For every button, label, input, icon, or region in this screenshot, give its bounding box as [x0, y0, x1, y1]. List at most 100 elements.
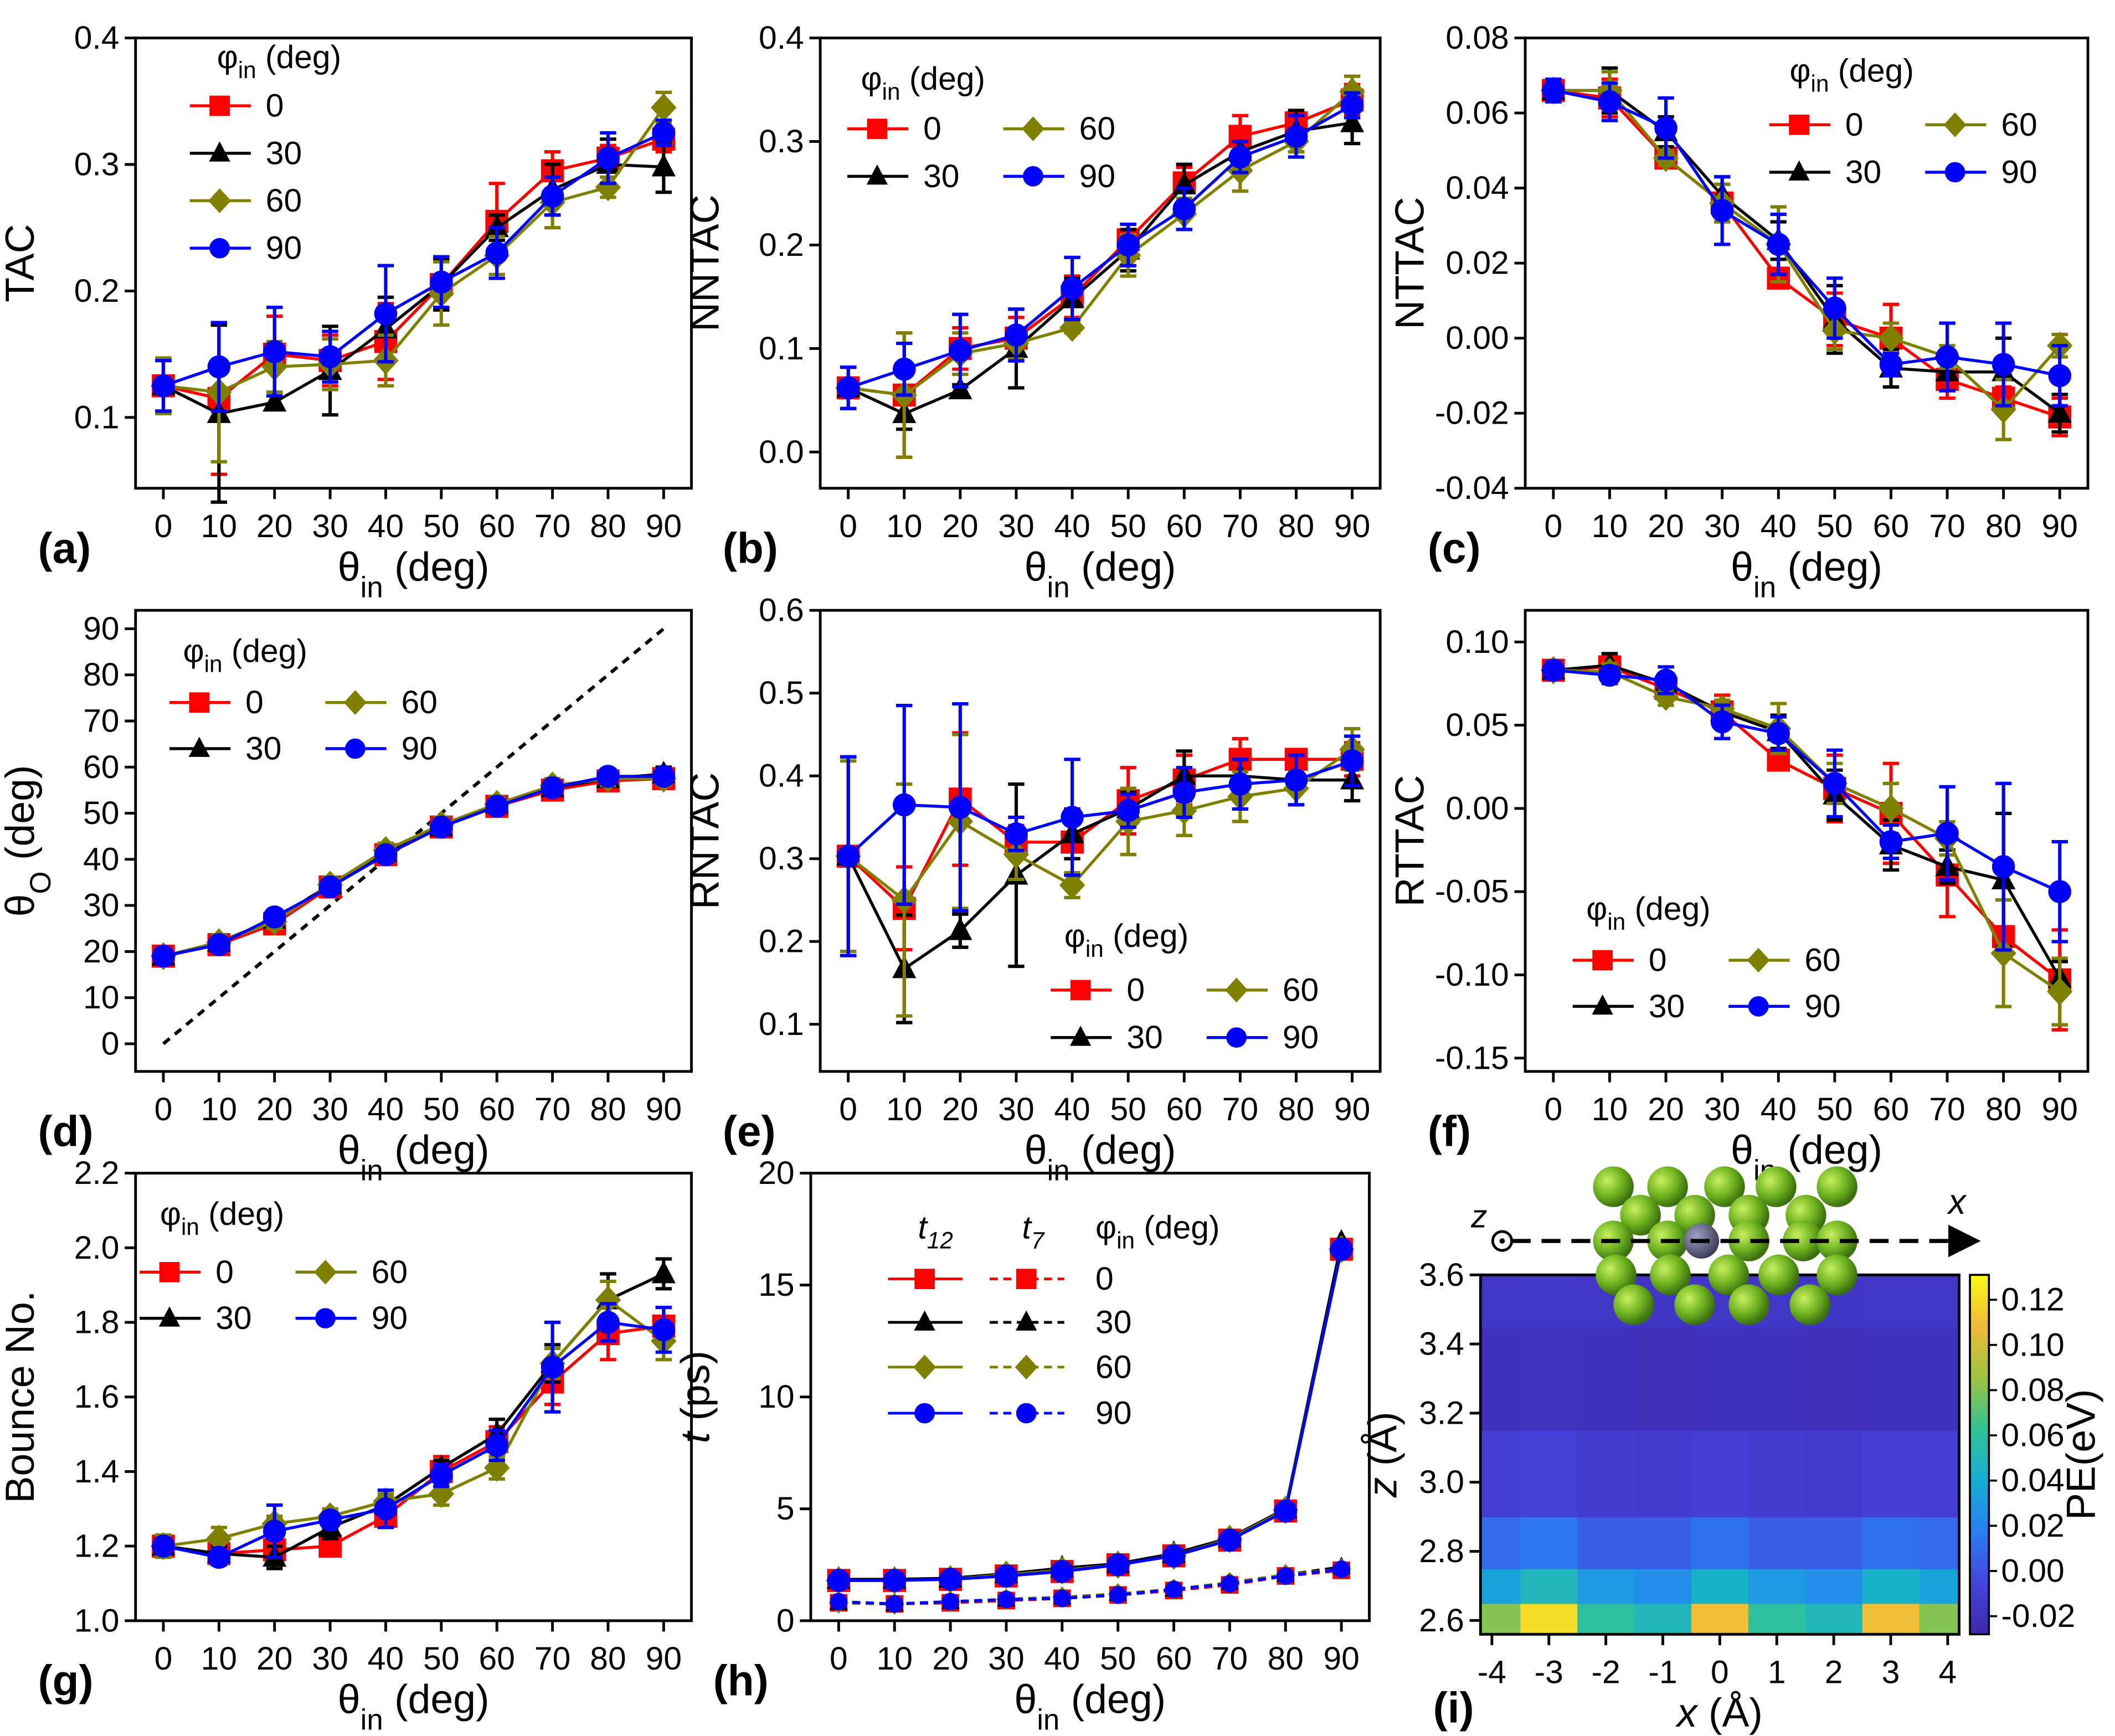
- y-tick-label: 2.6: [1419, 1603, 1464, 1639]
- y-tick-label: 20: [83, 934, 119, 970]
- marker: [2047, 977, 2073, 1006]
- x-tick-label: 70: [1929, 1091, 1965, 1127]
- x-tick-label: 80: [590, 1091, 626, 1127]
- legend-label: 90: [1095, 1395, 1131, 1431]
- marker: [314, 1259, 337, 1285]
- y-tick-label: 0.02: [1445, 245, 1509, 281]
- y-tick-label: 60: [83, 749, 119, 785]
- x-tick-label: 4: [1939, 1654, 1957, 1690]
- marker: [374, 1497, 398, 1521]
- y-tick-label: 0.08: [1445, 20, 1509, 56]
- marker: [430, 270, 453, 294]
- plot-frame: [819, 609, 1382, 1073]
- marker: [1879, 353, 1903, 376]
- heat-cell: [1577, 1603, 1635, 1635]
- marker: [1284, 768, 1308, 792]
- y-tick-label: 2.0: [74, 1230, 120, 1266]
- x-tick-label: 70: [1212, 1641, 1248, 1677]
- y-axis-label: TAC: [0, 224, 43, 302]
- legend-label: 90: [402, 730, 438, 766]
- marker: [652, 765, 676, 788]
- x-axis-label: θin (deg): [1025, 1127, 1176, 1187]
- marker: [1767, 233, 1790, 256]
- x-tick-label: 90: [646, 1641, 682, 1677]
- y-tick-label: 1.0: [74, 1603, 120, 1639]
- y-tick-label: 80: [83, 657, 119, 693]
- text-part: φ: [1064, 918, 1085, 954]
- legend-label: 90: [1079, 158, 1115, 194]
- text-part: t: [1022, 1209, 1033, 1245]
- x-tick-label: 2: [1825, 1654, 1843, 1690]
- legend-title: φin (deg): [1789, 53, 1913, 97]
- x-tick-label: 0: [830, 1641, 848, 1677]
- marker: [207, 933, 231, 956]
- x-tick-label: 3: [1882, 1654, 1900, 1690]
- x-tick-label: 50: [1816, 1091, 1852, 1127]
- text-part: in: [1607, 909, 1625, 935]
- x-tick-label: 70: [534, 1091, 570, 1127]
- text-part: RTTAC: [1387, 775, 1432, 906]
- legend-label: 90: [1804, 988, 1840, 1024]
- y-axis-label: RNTAC: [682, 772, 727, 910]
- x-tick-label: -2: [1592, 1654, 1620, 1690]
- plot-frame: [1524, 609, 2090, 1073]
- y-tick-label: 0.06: [1445, 95, 1509, 131]
- heat-cell: [1577, 1430, 1635, 1518]
- panel-label: (c): [1428, 523, 1481, 572]
- legend-label: 0: [1095, 1261, 1114, 1297]
- atom: [1674, 1284, 1715, 1325]
- marker: [651, 93, 677, 122]
- heat-cell: [1919, 1568, 1960, 1604]
- heat-cell: [1805, 1430, 1863, 1518]
- x-axis-label: θin (deg): [1014, 1676, 1166, 1736]
- marker: [1340, 94, 1364, 117]
- y-tick-label: -0.15: [1435, 1040, 1509, 1076]
- x-tick-label: 70: [1222, 508, 1258, 544]
- x-tick-label: 10: [1592, 1091, 1628, 1127]
- heat-cell: [1577, 1568, 1635, 1604]
- marker: [1059, 313, 1085, 342]
- marker: [1340, 109, 1365, 132]
- marker: [152, 1534, 175, 1558]
- y-tick-label: -0.02: [1435, 395, 1509, 431]
- series-line: [838, 1569, 1342, 1606]
- y-tick-label: 0.1: [759, 331, 804, 367]
- x-tick-label: 90: [2042, 1091, 2078, 1127]
- marker: [374, 843, 398, 867]
- diagonal-reference: [162, 627, 665, 1045]
- x-tick-label: 20: [942, 1091, 978, 1127]
- marker: [152, 374, 175, 398]
- x-tick-label: 60: [479, 508, 515, 544]
- heat-cell: [1691, 1326, 1749, 1431]
- colorbar-tick-label: 0.08: [2001, 1372, 2064, 1408]
- text-part: in: [361, 1154, 383, 1187]
- legend-label: 0: [245, 684, 264, 720]
- legend-label: 0: [1649, 942, 1667, 978]
- colorbar: [1969, 1274, 1990, 1636]
- y-axis-label: t (ps): [672, 1351, 718, 1443]
- marker: [188, 736, 210, 757]
- marker: [374, 302, 398, 326]
- text-part: θ: [0, 894, 43, 917]
- marker: [1061, 806, 1084, 829]
- x-tick-label: -1: [1648, 1654, 1677, 1690]
- x-axis-label: θin (deg): [1731, 1127, 1882, 1187]
- x-tick-label: 20: [942, 508, 978, 544]
- marker: [939, 1568, 962, 1591]
- atom: [1816, 1166, 1857, 1207]
- legend-label: 0: [266, 88, 284, 124]
- text-part: O: [24, 871, 57, 894]
- legend-label: 60: [402, 684, 438, 720]
- x-tick-label: 10: [886, 1091, 922, 1127]
- x-tick-label: 10: [201, 1091, 237, 1127]
- y-tick-label: 10: [758, 1379, 794, 1415]
- plot-frame: [809, 1172, 1371, 1622]
- marker: [263, 905, 286, 929]
- legend-label: 0: [1126, 972, 1145, 1008]
- series-line: [163, 772, 664, 958]
- x-tick-label: 10: [201, 508, 237, 544]
- marker: [428, 1480, 455, 1508]
- marker: [152, 944, 175, 968]
- text-part: (Å): [1360, 1412, 1406, 1477]
- legend-label: 30: [1126, 1019, 1162, 1055]
